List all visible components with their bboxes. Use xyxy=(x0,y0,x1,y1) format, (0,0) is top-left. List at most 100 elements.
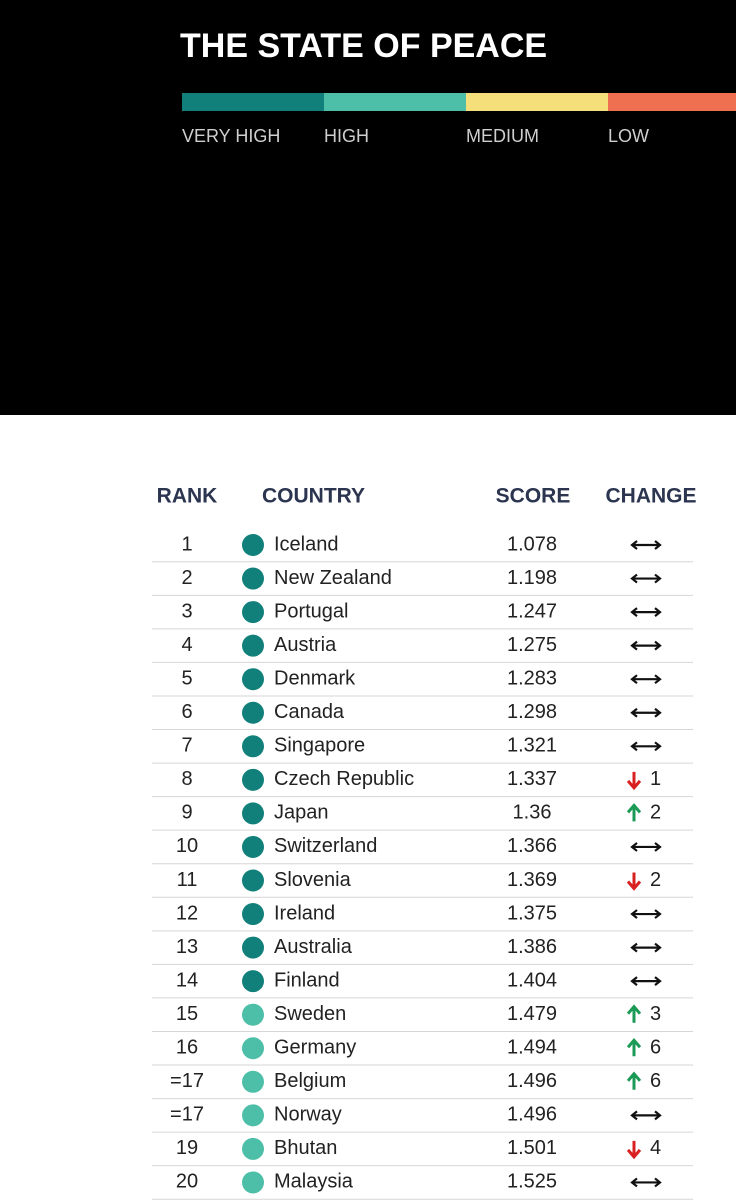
legend-swatch xyxy=(324,93,466,111)
country: Germany xyxy=(274,1037,356,1059)
level-dot xyxy=(242,936,264,959)
no-change-icon xyxy=(630,909,662,919)
score: 1.496 xyxy=(507,1070,557,1092)
score: 1.369 xyxy=(507,869,557,891)
level-dot xyxy=(242,1070,264,1093)
column-header: CHANGE xyxy=(605,485,696,508)
score: 1.283 xyxy=(507,667,557,689)
no-change-icon xyxy=(630,707,662,718)
legend-label: LOW xyxy=(608,126,649,146)
level-dot xyxy=(242,601,264,624)
country: Portugal xyxy=(274,600,349,622)
country: Bhutan xyxy=(274,1137,337,1159)
column-header: RANK xyxy=(157,485,218,508)
rank: 20 xyxy=(176,1171,198,1193)
score: 1.337 xyxy=(507,768,557,790)
change-places: 2 xyxy=(650,869,661,891)
score: 1.496 xyxy=(507,1104,557,1126)
down-arrow xyxy=(626,771,642,791)
level-dot xyxy=(242,668,264,691)
score: 1.275 xyxy=(507,634,557,656)
country: Slovenia xyxy=(274,869,352,891)
country: Sweden xyxy=(274,1003,346,1025)
country: Iceland xyxy=(274,533,339,555)
level-dot xyxy=(242,701,264,724)
country: Ireland xyxy=(274,902,335,924)
country: New Zealand xyxy=(274,567,392,589)
up-arrow xyxy=(626,803,642,822)
rank: 7 xyxy=(181,735,192,757)
legend-label: MEDIUM xyxy=(466,126,539,146)
no-change-icon xyxy=(630,640,662,651)
no-change-icon xyxy=(630,540,662,550)
level-dot xyxy=(242,1137,264,1160)
up-arrow xyxy=(626,1004,642,1023)
legend-swatch xyxy=(466,93,608,111)
rank: 10 xyxy=(176,835,198,857)
rank: 16 xyxy=(176,1037,198,1059)
level-dot xyxy=(242,835,264,858)
score: 1.366 xyxy=(507,835,557,857)
country: Canada xyxy=(274,701,345,723)
country: Japan xyxy=(274,802,329,824)
level-dot xyxy=(242,869,264,892)
level-dot xyxy=(242,735,264,758)
level-dot xyxy=(242,903,264,926)
level-dot xyxy=(242,634,264,657)
rank: 12 xyxy=(176,902,198,924)
up-arrow xyxy=(626,1071,642,1090)
change-places: 1 xyxy=(650,768,661,790)
no-change-icon xyxy=(630,674,662,685)
rank: 8 xyxy=(181,768,192,790)
level-dot xyxy=(242,802,264,825)
level-dot xyxy=(242,970,264,993)
column-header: COUNTRY xyxy=(262,485,365,508)
change-places: 6 xyxy=(650,1037,661,1059)
change-places: 4 xyxy=(650,1137,661,1159)
rank: 9 xyxy=(181,802,192,824)
down-arrow xyxy=(626,1140,642,1160)
score: 1.321 xyxy=(507,735,557,757)
down-arrow xyxy=(626,872,642,891)
no-change-icon xyxy=(630,1177,662,1188)
change-places: 2 xyxy=(650,802,661,824)
score: 1.479 xyxy=(507,1003,557,1025)
score: 1.494 xyxy=(507,1037,557,1059)
country: Malaysia xyxy=(274,1171,354,1193)
country: Denmark xyxy=(274,667,356,689)
column-header: SCORE xyxy=(496,485,571,508)
rank: 19 xyxy=(176,1137,198,1159)
title: THE STATE OF PEACE xyxy=(180,27,547,65)
level-dot xyxy=(242,1003,264,1026)
country: Switzerland xyxy=(274,835,377,857)
no-change-icon xyxy=(630,976,662,987)
rank: 3 xyxy=(181,600,192,622)
rank: 6 xyxy=(181,701,192,723)
no-change-icon xyxy=(630,1110,662,1121)
country: Norway xyxy=(274,1104,342,1126)
rank: =17 xyxy=(170,1070,204,1092)
legend-label: VERY HIGH xyxy=(182,126,280,146)
no-change-icon xyxy=(630,741,662,752)
change-places: 6 xyxy=(650,1070,661,1092)
country: Singapore xyxy=(274,735,365,757)
country: Belgium xyxy=(274,1070,346,1092)
level-dot xyxy=(242,1037,264,1060)
score: 1.247 xyxy=(507,600,557,622)
rank: 15 xyxy=(176,1003,198,1025)
legend-swatch xyxy=(182,93,324,111)
rank: 4 xyxy=(181,634,192,656)
level-dot xyxy=(242,1104,264,1127)
rank: 1 xyxy=(181,533,192,555)
score: 1.078 xyxy=(507,533,557,555)
rank: 5 xyxy=(181,667,192,689)
country: Austria xyxy=(274,634,337,656)
rank: 13 xyxy=(176,936,198,958)
score: 1.298 xyxy=(507,701,557,723)
no-change-icon xyxy=(630,942,662,953)
score: 1.198 xyxy=(507,567,557,589)
rank: 11 xyxy=(177,869,198,891)
score: 1.501 xyxy=(507,1137,557,1159)
score: 1.525 xyxy=(507,1171,557,1193)
